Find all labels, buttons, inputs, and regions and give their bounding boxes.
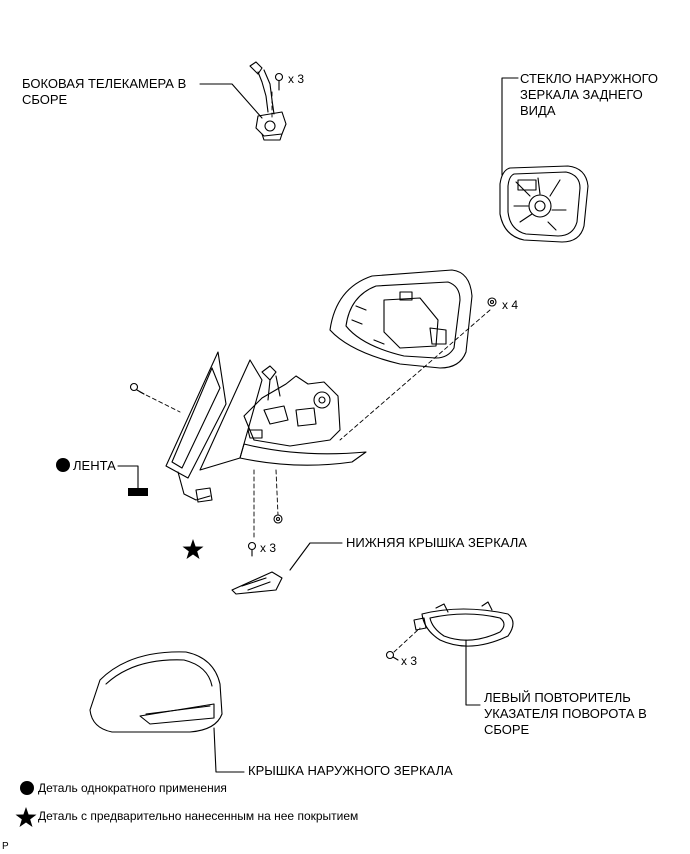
mirror-glass-label: СТЕКЛО НАРУЖНОГО ЗЕРКАЛА ЗАДНЕГО ВИДА <box>520 71 659 118</box>
side-screw-icon <box>129 382 145 395</box>
legend-dot-icon <box>20 781 34 795</box>
mirror-actuator-part <box>239 365 367 466</box>
legend-non-reusable-text: Деталь однократного применения <box>38 781 227 795</box>
corner-mark: P <box>2 841 9 852</box>
legend-precoated: Деталь с предварительно нанесенным на не… <box>38 809 358 823</box>
outer-cover-leader-line <box>213 727 245 773</box>
side-camera-label: БОКОВАЯ ТЕЛЕКАМЕРА В СБОРЕ <box>22 76 187 107</box>
lower-grommet-icon <box>273 514 283 524</box>
side-camera-assembly <box>249 61 287 141</box>
legend-non-reusable: Деталь однократного применения <box>38 781 227 795</box>
mirror-base-part <box>165 351 263 503</box>
tape-leader-line <box>117 465 139 489</box>
signal-screw-qty: x 3 <box>401 654 418 668</box>
camera-leader-line <box>199 83 263 119</box>
lower-cover-leader-line <box>289 542 343 571</box>
signal-screw-icon <box>385 650 399 661</box>
outer-cover-part <box>89 651 223 733</box>
tape-label: ЛЕНТА <box>73 458 116 473</box>
lower-cover-label: НИЖНЯЯ КРЫШКА ЗЕРКАЛА <box>346 535 527 550</box>
camera-screw-qty: x 3 <box>288 72 305 86</box>
turn-signal-label: ЛЕВЫЙ ПОВТОРИТЕЛЬ УКАЗАТЕЛЯ ПОВОРОТА В С… <box>484 690 647 737</box>
turn-signal-part <box>413 601 514 647</box>
legend-precoated-text: Деталь с предварительно нанесенным на не… <box>38 809 359 823</box>
housing-screw-qty: x 4 <box>502 298 519 312</box>
non-reusable-dot-icon <box>56 458 70 472</box>
lower-screw-dash-2 <box>275 469 279 516</box>
side-screw-dash <box>139 391 181 413</box>
outer-cover-label: КРЫШКА НАРУЖНОГО ЗЕРКАЛА <box>248 763 453 778</box>
tape-marker <box>128 488 148 496</box>
signal-leader-line <box>465 639 481 706</box>
legend-star-icon <box>15 807 37 827</box>
lower-cover-part <box>231 571 283 595</box>
lower-screw-icon <box>247 541 257 557</box>
housing-dash <box>339 309 491 441</box>
precoated-star-icon <box>182 539 204 559</box>
lower-screw-qty: x 3 <box>260 541 277 555</box>
mirror-housing-part <box>329 269 473 369</box>
camera-screw-icon <box>274 72 284 91</box>
glass-leader-line <box>501 77 519 176</box>
signal-screw-dash <box>393 627 421 653</box>
housing-screw-icon <box>487 297 497 307</box>
mirror-glass-part <box>499 165 589 243</box>
